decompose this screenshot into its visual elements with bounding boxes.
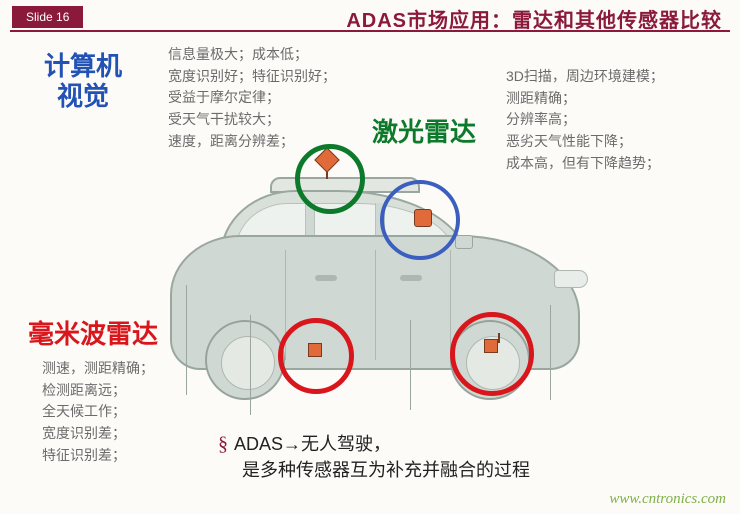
bullets-mmwave-radar: 测速，测距精确 检测距离远 全天候工作 宽度识别差 特征识别差: [42, 358, 154, 466]
lidar-bullet: 恶劣天气性能下降: [506, 131, 664, 153]
footer-note: §ADAS→无人驾驶， 是多种传感器互为补充并融合的过程: [218, 430, 530, 483]
header-rule: [10, 30, 730, 32]
cv-bullet: 受益于摩尔定律: [168, 87, 336, 109]
lidar-bullet: 3D扫描，周边环境建模: [506, 66, 664, 88]
highlight-circle-radar-front: [450, 312, 534, 396]
car-illustration: [150, 155, 600, 415]
bullets-computer-vision: 信息量极大；成本低 宽度识别好；特征识别好 受益于摩尔定律 受天气干扰较大 速度…: [168, 44, 336, 152]
footer-line1: §ADAS→无人驾驶，: [218, 430, 530, 458]
leader-line: [250, 315, 251, 415]
footer-line2: 是多种传感器互为补充并融合的过程: [218, 458, 530, 483]
highlight-circle-camera: [295, 144, 365, 214]
cv-bullet: 受天气干扰较大: [168, 109, 336, 131]
cv-bullet: 宽度识别好；特征识别好: [168, 66, 336, 88]
section-mark-icon: §: [218, 433, 228, 455]
car-door-line: [375, 250, 376, 360]
car-handle: [400, 275, 422, 281]
car-headlamp: [554, 270, 588, 288]
slide-header: Slide 16 ADAS市场应用：雷达和其他传感器比较: [0, 0, 740, 32]
radar-bullet: 宽度识别差: [42, 423, 154, 445]
radar-bullet: 全天候工作: [42, 401, 154, 423]
radar-bullet: 检测距离远: [42, 380, 154, 402]
lidar-bullet: 测距精确: [506, 88, 664, 110]
leader-line: [550, 305, 551, 400]
cv-bullet: 信息量极大；成本低: [168, 44, 336, 66]
slide-title: ADAS市场应用：雷达和其他传感器比较: [346, 4, 722, 33]
highlight-circle-lidar: [380, 180, 460, 260]
label-lidar: 激光雷达: [372, 118, 476, 148]
lidar-bullet: 分辨率高: [506, 109, 664, 131]
car-mirror: [455, 235, 473, 249]
leader-line: [410, 320, 411, 410]
leader-line: [186, 285, 187, 395]
watermark: www.cntronics.com: [609, 491, 726, 508]
car-wheel: [205, 320, 285, 400]
highlight-circle-radar-rear: [278, 318, 354, 394]
car-handle: [315, 275, 337, 281]
slide-number-tab: Slide 16: [12, 6, 83, 28]
label-mmwave-radar: 毫米波雷达: [28, 320, 158, 350]
label-computer-vision: 计算机 视觉: [44, 52, 122, 112]
radar-bullet: 测速，测距精确: [42, 358, 154, 380]
radar-bullet: 特征识别差: [42, 445, 154, 467]
